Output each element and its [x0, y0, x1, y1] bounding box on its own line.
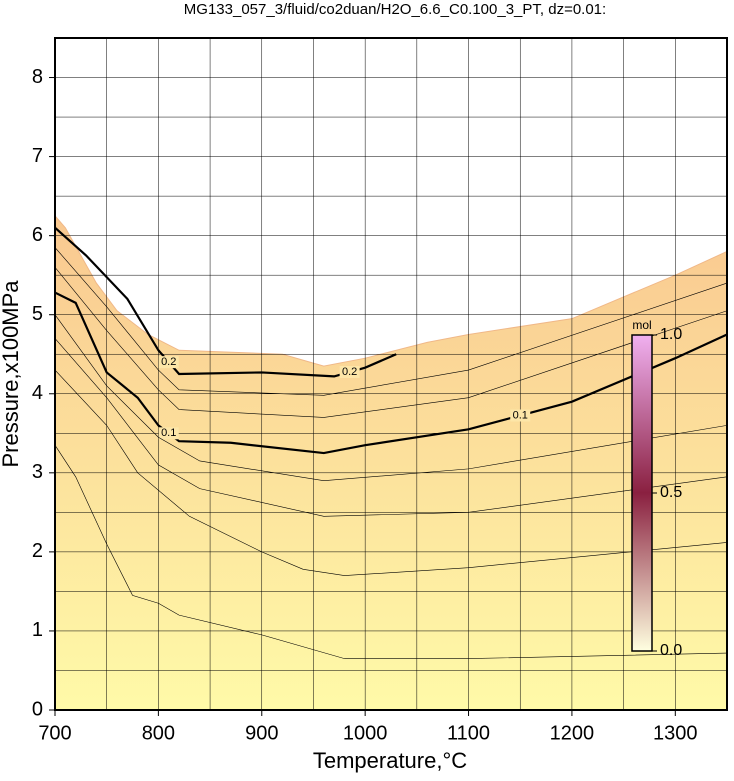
contour-label-bg: [339, 366, 360, 379]
contour-label: 0.1: [513, 409, 528, 421]
contour-line: [54, 267, 728, 418]
y-tick-label: 1: [32, 619, 43, 641]
contour-label-bg: [158, 427, 179, 440]
colorbar-label: mol: [632, 318, 651, 332]
contour-line: [54, 314, 728, 482]
x-tick-label: 1000: [343, 722, 388, 744]
contour-label: 0.1: [161, 427, 176, 439]
chart-title: MG133_057_3/fluid/co2duan/H2O_6.6_C0.100…: [184, 1, 606, 18]
y-tick-label: 3: [32, 461, 43, 483]
x-tick-label: 1100: [447, 722, 490, 744]
contour-label: 0.2: [342, 366, 357, 378]
y-tick-label: 4: [32, 382, 43, 404]
contour-line: [54, 338, 728, 517]
y-tick-label: 2: [32, 540, 43, 562]
plot-frame: [54, 37, 728, 711]
x-tick-label: 900: [245, 722, 278, 744]
y-tick-label: 8: [32, 66, 43, 88]
x-tick-label: 800: [142, 722, 175, 744]
x-axis-label: Temperature,°C: [313, 748, 467, 773]
colorbar-tick-label: 0.0: [660, 642, 682, 659]
y-tick-label: 6: [32, 224, 43, 246]
contour-label-bg: [510, 409, 531, 422]
contour-line-major: [54, 291, 728, 455]
y-tick-label: 7: [32, 145, 43, 167]
region-boundary: [54, 215, 728, 367]
y-tick-label: 0: [32, 698, 43, 720]
x-tick-label: 700: [38, 722, 71, 744]
x-tick-label: 1300: [653, 722, 698, 744]
x-tick-label: 1200: [550, 722, 595, 744]
y-axis-label: Pressure,x100MPa: [0, 280, 23, 468]
colorbar-tick-label: 1.0: [660, 326, 682, 343]
filled-region: [55, 215, 727, 710]
contour-line: [54, 444, 728, 659]
contour-line: [54, 247, 728, 396]
contour-label: 0.2: [161, 356, 176, 368]
colorbar-tick-label: 0.5: [660, 484, 682, 501]
y-tick-label: 5: [32, 303, 43, 325]
contour-label-bg: [158, 356, 179, 369]
contour-line: [54, 369, 728, 576]
colorbar: [631, 334, 653, 652]
